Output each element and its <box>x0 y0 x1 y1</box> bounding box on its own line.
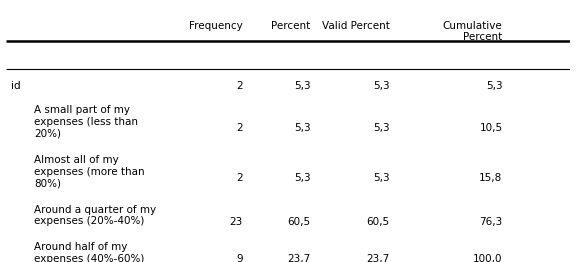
Text: Around a quarter of my
expenses (20%-40%): Around a quarter of my expenses (20%-40%… <box>34 205 156 226</box>
Text: 10,5: 10,5 <box>479 123 502 133</box>
Text: 5,3: 5,3 <box>294 173 310 183</box>
Text: Almost all of my
expenses (more than
80%): Almost all of my expenses (more than 80%… <box>34 155 145 189</box>
Text: 2: 2 <box>236 123 243 133</box>
Text: 9: 9 <box>236 254 243 262</box>
Text: id: id <box>12 81 21 91</box>
Text: 5,3: 5,3 <box>294 123 310 133</box>
Text: Around half of my
expenses (40%-60%): Around half of my expenses (40%-60%) <box>34 242 145 262</box>
Text: 23: 23 <box>230 216 243 227</box>
Text: 76,3: 76,3 <box>479 216 502 227</box>
Text: 60,5: 60,5 <box>366 216 389 227</box>
Text: 23,7: 23,7 <box>287 254 310 262</box>
Text: 2: 2 <box>236 173 243 183</box>
Text: A small part of my
expenses (less than
20%): A small part of my expenses (less than 2… <box>34 105 138 138</box>
Text: 2: 2 <box>236 81 243 91</box>
Text: 60,5: 60,5 <box>287 216 310 227</box>
Text: 15,8: 15,8 <box>479 173 502 183</box>
Text: Cumulative
Percent: Cumulative Percent <box>443 21 502 42</box>
Text: 5,3: 5,3 <box>373 81 389 91</box>
Text: 5,3: 5,3 <box>373 173 389 183</box>
Text: Percent: Percent <box>271 21 310 31</box>
Text: 23,7: 23,7 <box>366 254 389 262</box>
Text: 5,3: 5,3 <box>373 123 389 133</box>
Text: Frequency: Frequency <box>189 21 243 31</box>
Text: 100,0: 100,0 <box>473 254 502 262</box>
Text: 5,3: 5,3 <box>486 81 502 91</box>
Text: 5,3: 5,3 <box>294 81 310 91</box>
Text: Valid Percent: Valid Percent <box>322 21 389 31</box>
